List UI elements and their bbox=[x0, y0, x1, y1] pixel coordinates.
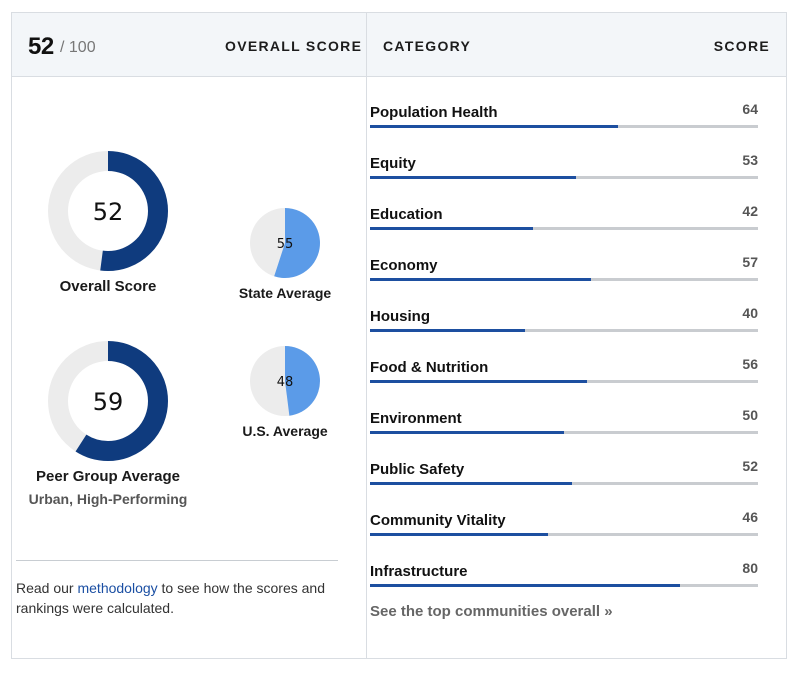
score-panel: 52 / 100 OVERALL SCORE CATEGORY SCORE bbox=[11, 12, 787, 659]
category-score: 40 bbox=[742, 305, 758, 321]
pie-value: 55 bbox=[277, 237, 294, 252]
overall-score-total: / 100 bbox=[60, 39, 96, 56]
overall-score-heading: OVERALL SCORE bbox=[225, 38, 363, 54]
category-score: 57 bbox=[742, 254, 758, 270]
category-row-education: Education 42 bbox=[370, 203, 758, 257]
score-bar-fill bbox=[370, 431, 564, 434]
methodology-suffix: to see how the scores and rankings were … bbox=[16, 580, 325, 616]
overall-score-donut: 52 bbox=[48, 151, 168, 271]
category-column-heading: CATEGORY bbox=[383, 38, 472, 54]
category-score: 42 bbox=[742, 203, 758, 219]
overall-score-label: Overall Score bbox=[59, 278, 157, 295]
score-bar bbox=[370, 278, 758, 281]
category-row-community-vitality: Community Vitality 46 bbox=[370, 509, 758, 563]
score-bar bbox=[370, 431, 758, 434]
category-row-environment: Environment 50 bbox=[370, 407, 758, 461]
peer-group-sublabel: Urban, High-Performing bbox=[28, 491, 188, 507]
methodology-link[interactable]: methodology bbox=[77, 580, 158, 596]
pie-slice bbox=[274, 208, 320, 278]
score-bar bbox=[370, 329, 758, 332]
score-bar-fill bbox=[370, 278, 592, 281]
pie-value: 48 bbox=[277, 375, 294, 390]
score-bar bbox=[370, 482, 758, 485]
score-bar-fill bbox=[370, 227, 533, 230]
score-bar-fill bbox=[370, 125, 619, 128]
category-score: 53 bbox=[742, 152, 758, 168]
category-name: Community Vitality bbox=[370, 512, 506, 529]
score-column-heading: SCORE bbox=[713, 38, 770, 54]
category-name: Public Safety bbox=[370, 461, 465, 478]
category-name: Food & Nutrition bbox=[370, 359, 489, 376]
category-row-economy: Economy 57 bbox=[370, 254, 758, 308]
donut-value: 52 bbox=[93, 198, 124, 226]
category-name: Housing bbox=[370, 308, 430, 325]
us-average-pie: 48 bbox=[250, 346, 320, 416]
category-name: Population Health bbox=[370, 104, 498, 121]
category-row-food-nutrition: Food & Nutrition 56 bbox=[370, 356, 758, 410]
column-divider bbox=[366, 13, 367, 658]
category-score: 80 bbox=[742, 560, 758, 576]
score-bar-fill bbox=[370, 533, 549, 536]
score-bar bbox=[370, 584, 758, 587]
category-name: Equity bbox=[370, 155, 416, 172]
overall-score-value: 52 bbox=[28, 33, 54, 60]
category-name: Environment bbox=[370, 410, 462, 427]
category-name: Education bbox=[370, 206, 443, 223]
category-row-infrastructure: Infrastructure 80 bbox=[370, 560, 758, 614]
state-average-label: State Average bbox=[238, 285, 332, 301]
score-bar bbox=[370, 380, 758, 383]
category-score: 52 bbox=[742, 458, 758, 474]
panel-header: 52 / 100 OVERALL SCORE CATEGORY SCORE bbox=[12, 13, 786, 77]
us-average-label: U.S. Average bbox=[242, 423, 328, 439]
peer-group-label: Peer Group Average bbox=[36, 468, 180, 485]
score-bar bbox=[370, 176, 758, 179]
methodology-note: Read our methodology to see how the scor… bbox=[16, 578, 341, 618]
category-row-population-health: Population Health 64 bbox=[370, 101, 758, 155]
score-bar bbox=[370, 227, 758, 230]
score-bar-fill bbox=[370, 176, 576, 179]
category-score: 50 bbox=[742, 407, 758, 423]
score-bar bbox=[370, 125, 758, 128]
score-bar bbox=[370, 533, 758, 536]
donut-arc bbox=[48, 151, 168, 271]
category-score: 56 bbox=[742, 356, 758, 372]
score-bar-fill bbox=[370, 584, 681, 587]
category-name: Infrastructure bbox=[370, 563, 468, 580]
state-average-pie: 55 bbox=[250, 208, 320, 278]
category-row-public-safety: Public Safety 52 bbox=[370, 458, 758, 512]
score-bar-fill bbox=[370, 329, 526, 332]
category-name: Economy bbox=[370, 257, 438, 274]
methodology-divider bbox=[16, 560, 338, 561]
score-bar-fill bbox=[370, 380, 588, 383]
category-score: 64 bbox=[742, 101, 758, 117]
pie-slice bbox=[285, 346, 320, 416]
see-top-communities-link[interactable]: See the top communities overall » bbox=[370, 603, 613, 620]
peer-group-donut: 59 bbox=[48, 341, 168, 461]
category-score: 46 bbox=[742, 509, 758, 525]
donut-value: 59 bbox=[93, 388, 124, 416]
category-row-equity: Equity 53 bbox=[370, 152, 758, 206]
score-bar-fill bbox=[370, 482, 572, 485]
category-row-housing: Housing 40 bbox=[370, 305, 758, 359]
methodology-prefix: Read our bbox=[16, 580, 78, 596]
donut-arc bbox=[48, 341, 168, 461]
